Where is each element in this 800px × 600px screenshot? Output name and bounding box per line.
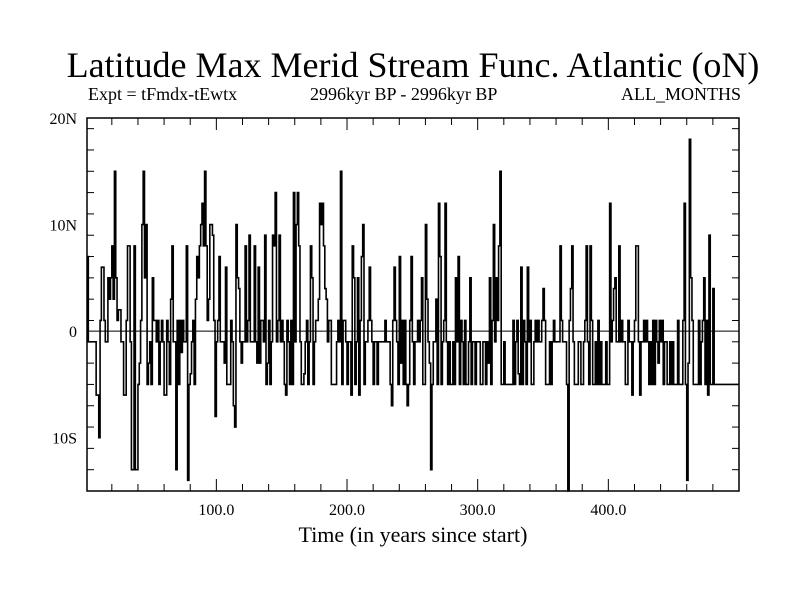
chart-title: Latitude Max Merid Stream Func. Atlantic…	[66, 45, 760, 85]
months-label: ALL_MONTHS	[621, 84, 741, 104]
x-tick-label: 200.0	[329, 502, 365, 519]
x-tick-label: 300.0	[460, 502, 496, 519]
y-tick-label: 10S	[52, 431, 77, 448]
plot-frame	[86, 117, 740, 492]
x-axis-label: Time (in years since start)	[298, 522, 528, 547]
y-tick-label: 0	[69, 324, 77, 341]
axis-ticks: 100.0 200.0 300.0 400.0 10S 0 10N 20N	[49, 111, 739, 519]
x-tick-label: 400.0	[590, 502, 626, 519]
experiment-label: Expt = tFmdx-tEwtx	[88, 84, 238, 104]
x-tick-label: 100.0	[198, 502, 234, 519]
y-tick-label: 20N	[49, 111, 77, 128]
data-series-line	[87, 138, 739, 492]
period-label: 2996kyr BP - 2996kyr BP	[310, 84, 498, 104]
y-tick-label: 10N	[49, 218, 77, 235]
